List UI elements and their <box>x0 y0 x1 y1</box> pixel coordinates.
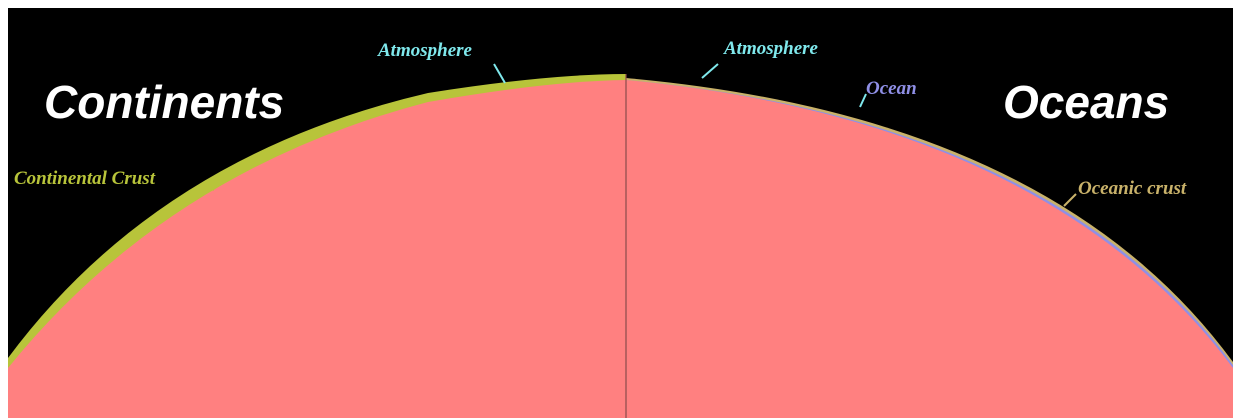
oceanic-crust-label: Oceanic crust <box>1078 178 1187 199</box>
continents-heading: Continents <box>44 76 284 128</box>
earth-cross-section: Continents Oceans Atmosphere Atmosphere … <box>8 38 1233 418</box>
oceanic-crust-leader <box>1063 193 1077 207</box>
mantle-surface <box>8 80 1233 418</box>
atmosphere-right-leader <box>701 63 719 79</box>
atmosphere-left-label: Atmosphere <box>377 40 473 61</box>
continental-crust-leader <box>203 183 215 191</box>
oceans-heading: Oceans <box>1003 76 1169 128</box>
ocean-label: Ocean <box>866 78 917 99</box>
continental-crust-label: Continental Crust <box>14 168 156 189</box>
ocean-leader <box>859 93 867 108</box>
atmosphere-right-label: Atmosphere <box>723 38 819 59</box>
diagram-frame: Continents Oceans Atmosphere Atmosphere … <box>8 8 1233 418</box>
atmosphere-left-leader <box>493 63 506 84</box>
